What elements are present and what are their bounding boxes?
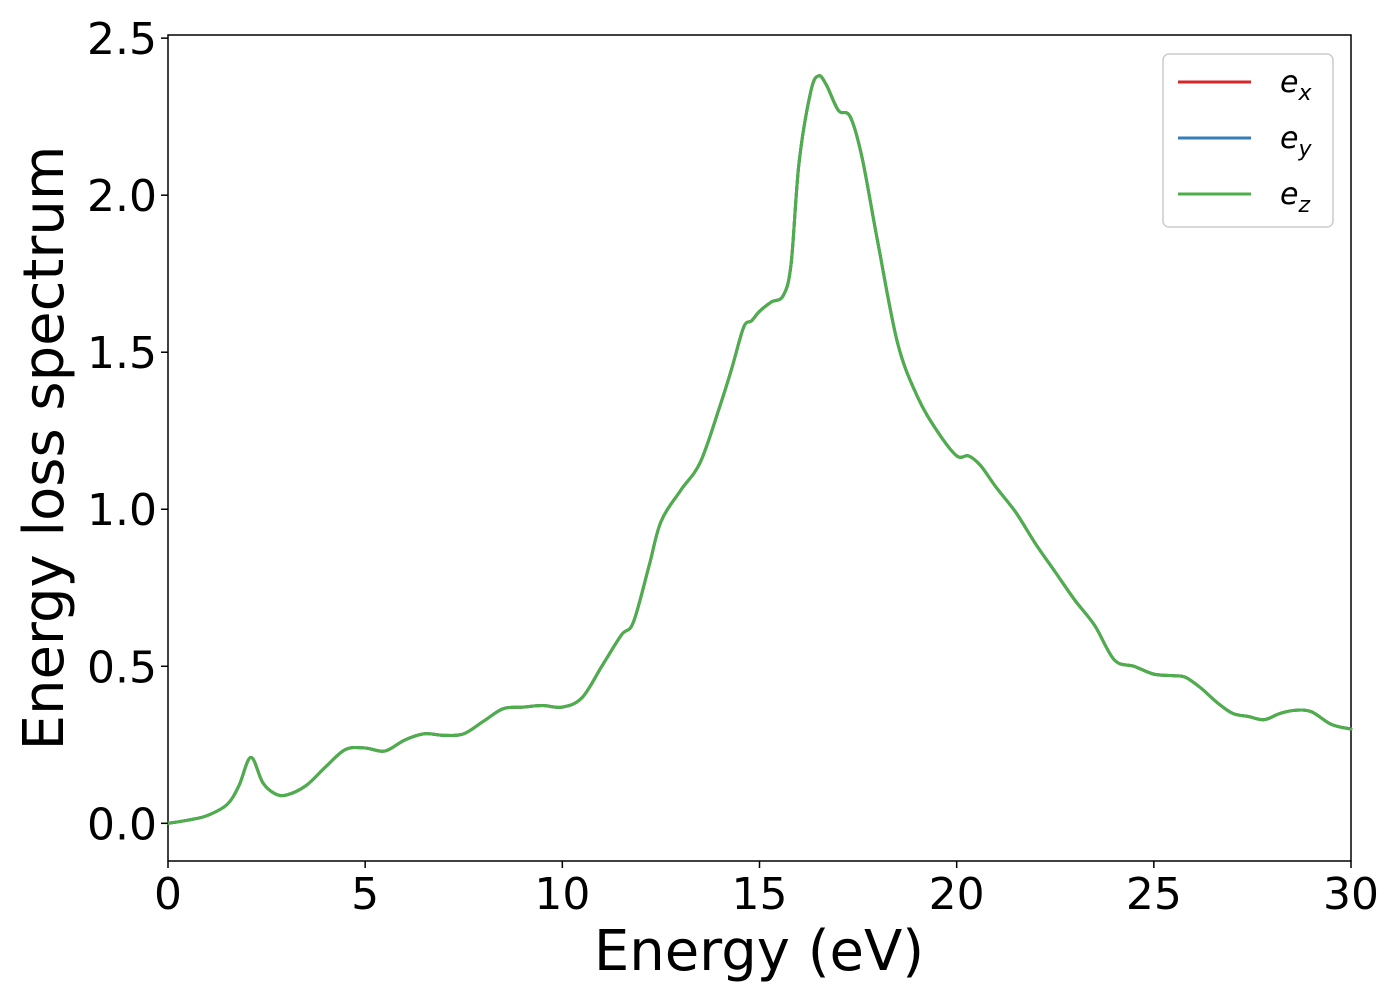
legend-label-e-y: ey: [1280, 121, 1312, 162]
plot-area: [166, 34, 1353, 862]
legend-label-base: e: [1280, 121, 1298, 156]
legend-label-base: e: [1280, 65, 1298, 100]
legend-label-subscript: z: [1297, 193, 1310, 218]
y-tick-label: 0.5: [87, 642, 157, 693]
series-layer: [166, 74, 1353, 825]
x-tick-label: 0: [154, 869, 182, 920]
legend-label-base: e: [1280, 177, 1298, 212]
x-tick-label: 25: [1126, 869, 1182, 920]
x-tick-label: 10: [534, 869, 590, 920]
x-tick-label: 15: [732, 869, 788, 920]
x-axis-title: Energy (eV): [594, 919, 924, 984]
x-tick-label: 30: [1323, 869, 1379, 920]
y-axis-title: Energy loss spectrum: [12, 146, 77, 751]
legend-label-subscript: y: [1297, 137, 1312, 162]
y-tick-label: 2.5: [87, 14, 157, 65]
legend-box: [1162, 53, 1334, 228]
x-tick-label: 5: [351, 869, 379, 920]
y-axis: 0.0 0.5 1.0 1.5 2.0 2.5: [87, 14, 168, 850]
y-tick-label: 0.0: [87, 799, 157, 850]
plot-frame: [167, 34, 1352, 862]
legend-label-e-z: ez: [1280, 177, 1310, 218]
series-line-e-z: [166, 74, 1353, 825]
y-tick-label: 1.0: [87, 485, 157, 536]
legend-label-e-x: ex: [1280, 65, 1312, 106]
x-tick-label: 20: [929, 869, 985, 920]
y-tick-label: 2.0: [87, 171, 157, 222]
y-tick-label: 1.5: [87, 328, 157, 379]
legend-label-subscript: x: [1297, 81, 1312, 106]
x-axis: 0 5 10 15 20 25 30: [154, 861, 1379, 920]
